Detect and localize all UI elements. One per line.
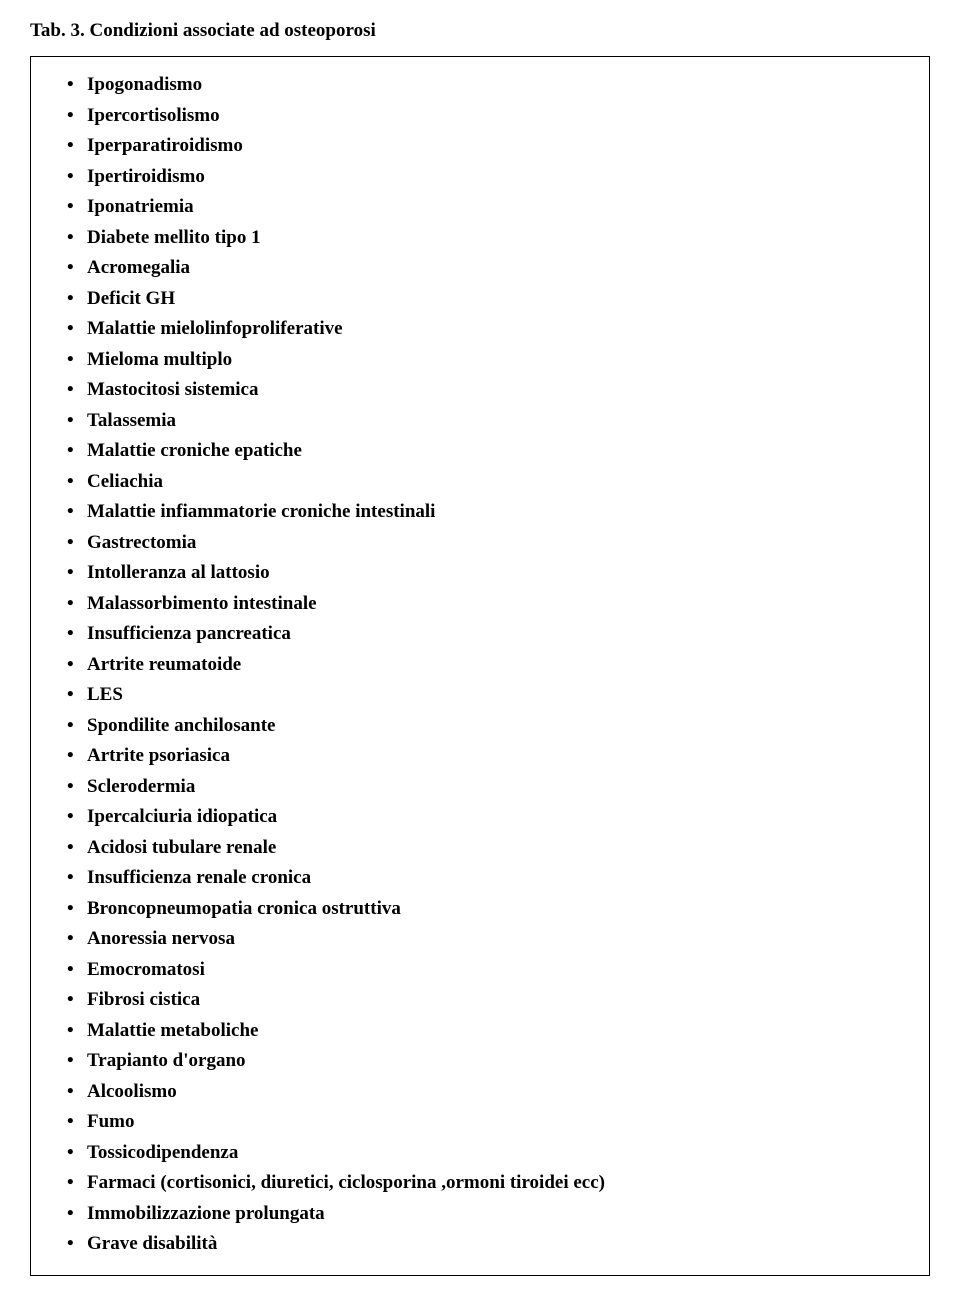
- list-item: Trapianto d'organo: [59, 1047, 909, 1076]
- list-item: Farmaci (cortisonici, diuretici, ciclosp…: [59, 1169, 909, 1198]
- list-item: Immobilizzazione prolungata: [59, 1200, 909, 1229]
- list-item: Iponatriemia: [59, 193, 909, 222]
- conditions-list: IpogonadismoIpercortisolismoIperparatiro…: [59, 71, 909, 1259]
- list-item: Anoressia nervosa: [59, 925, 909, 954]
- list-item: Insufficienza renale cronica: [59, 864, 909, 893]
- list-item: Diabete mellito tipo 1: [59, 224, 909, 253]
- list-item: Alcoolismo: [59, 1078, 909, 1107]
- list-item: Celiachia: [59, 468, 909, 497]
- list-item: Talassemia: [59, 407, 909, 436]
- list-item: Malattie metaboliche: [59, 1017, 909, 1046]
- list-item: Ipogonadismo: [59, 71, 909, 100]
- list-item: Iperparatiroidismo: [59, 132, 909, 161]
- list-item: LES: [59, 681, 909, 710]
- list-item: Broncopneumopatia cronica ostruttiva: [59, 895, 909, 924]
- list-item: Malattie mielolinfoproliferative: [59, 315, 909, 344]
- list-item: Malassorbimento intestinale: [59, 590, 909, 619]
- list-item: Ipercalciuria idiopatica: [59, 803, 909, 832]
- list-item: Fumo: [59, 1108, 909, 1137]
- table-title: Tab. 3. Condizioni associate ad osteopor…: [30, 20, 930, 42]
- list-item: Grave disabilità: [59, 1230, 909, 1259]
- list-item: Malattie infiammatorie croniche intestin…: [59, 498, 909, 527]
- list-item: Intolleranza al lattosio: [59, 559, 909, 588]
- list-item: Acidosi tubulare renale: [59, 834, 909, 863]
- list-item: Deficit GH: [59, 285, 909, 314]
- list-item: Acromegalia: [59, 254, 909, 283]
- list-item: Emocromatosi: [59, 956, 909, 985]
- list-item: Mastocitosi sistemica: [59, 376, 909, 405]
- list-item: Artrite psoriasica: [59, 742, 909, 771]
- list-item: Ipertiroidismo: [59, 163, 909, 192]
- list-item: Malattie croniche epatiche: [59, 437, 909, 466]
- list-item: Sclerodermia: [59, 773, 909, 802]
- list-item: Gastrectomia: [59, 529, 909, 558]
- conditions-box: IpogonadismoIpercortisolismoIperparatiro…: [30, 56, 930, 1276]
- list-item: Mieloma multiplo: [59, 346, 909, 375]
- list-item: Fibrosi cistica: [59, 986, 909, 1015]
- list-item: Tossicodipendenza: [59, 1139, 909, 1168]
- list-item: Artrite reumatoide: [59, 651, 909, 680]
- list-item: Insufficienza pancreatica: [59, 620, 909, 649]
- list-item: Spondilite anchilosante: [59, 712, 909, 741]
- list-item: Ipercortisolismo: [59, 102, 909, 131]
